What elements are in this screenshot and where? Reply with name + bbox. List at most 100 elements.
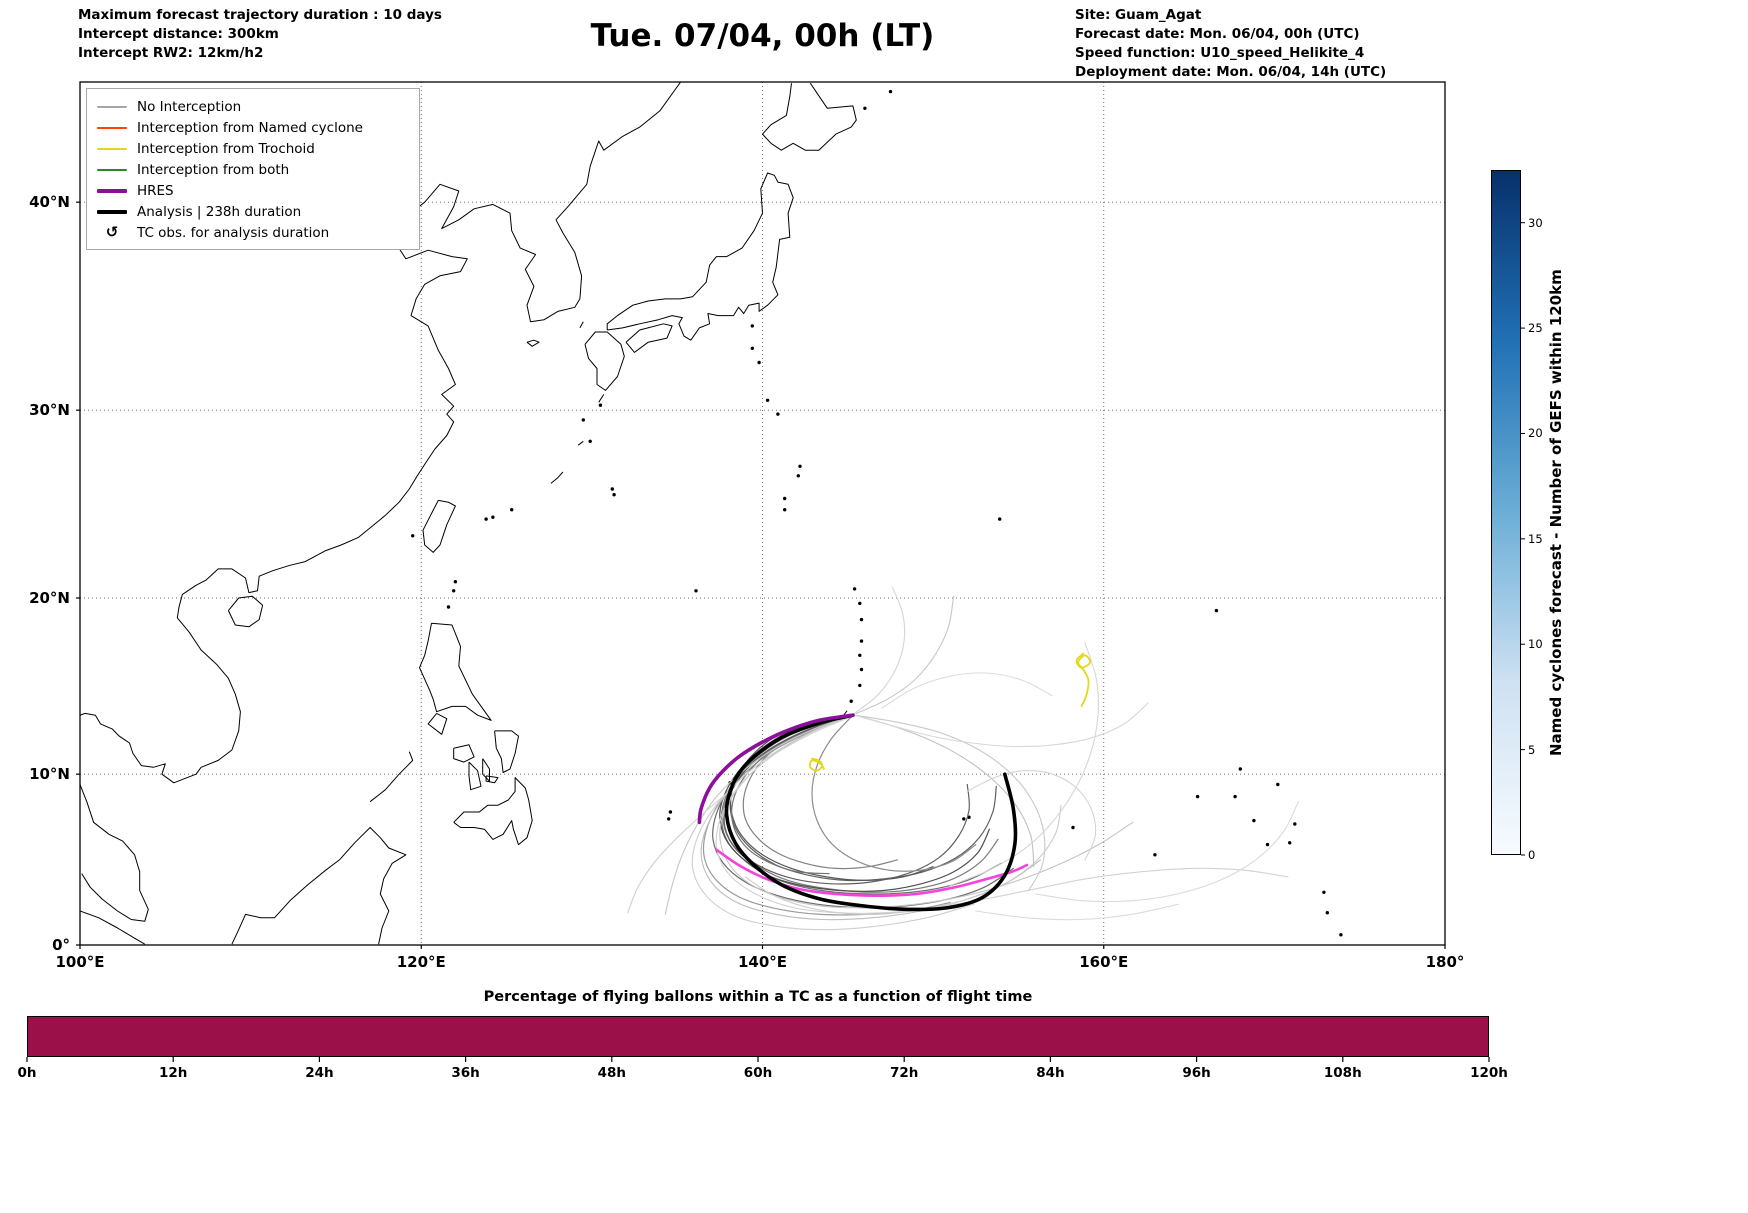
coastline xyxy=(419,622,492,721)
coastline xyxy=(80,82,682,784)
island-dot xyxy=(858,683,862,688)
island-dot xyxy=(798,464,802,468)
island-dot xyxy=(1071,825,1075,830)
intercept-rw2-text: Intercept RW2: 12km/h2 xyxy=(78,45,264,61)
coastline xyxy=(80,784,149,922)
island-dot xyxy=(750,346,754,350)
island-dot xyxy=(510,508,514,512)
trajectory-hres xyxy=(697,713,855,825)
colorbar-tick-label: 30 xyxy=(1528,215,1543,230)
x-tick-label: 100°E xyxy=(55,953,105,971)
island-dot xyxy=(765,398,770,402)
bottom-tick-label: 84h xyxy=(1036,1065,1065,1081)
island-dot xyxy=(859,639,864,643)
island-dot xyxy=(411,534,415,538)
legend-label: Interception from Named cyclone xyxy=(137,119,363,136)
island-dot xyxy=(1288,841,1292,845)
site-text: Site: Guam_Agat xyxy=(1075,7,1202,23)
trajectory-gefs-16 xyxy=(855,595,955,714)
island-dot xyxy=(588,439,592,443)
y-tick-label: 20°N xyxy=(29,588,70,607)
island-dot xyxy=(858,653,862,657)
coastline xyxy=(579,321,584,329)
bottom-chart-title: Percentage of flying ballons within a TC… xyxy=(483,989,1033,1005)
island-dot xyxy=(796,474,800,478)
island-dot xyxy=(757,360,761,365)
colorbar-label: Named cyclones forecast - Number of GEFS… xyxy=(1547,269,1565,756)
island-dot xyxy=(1265,842,1270,847)
island-dot xyxy=(1153,853,1157,857)
island-dot xyxy=(858,601,862,606)
coastline xyxy=(494,730,519,773)
gray-line-sample xyxy=(97,105,127,108)
coastline xyxy=(468,761,482,791)
island-dot xyxy=(484,517,488,521)
trajectory-gefs-13 xyxy=(691,712,975,931)
island-dot xyxy=(1238,767,1243,771)
bottom-tick-label: 0h xyxy=(17,1065,37,1081)
trajectory-gefs-20 xyxy=(854,702,1149,748)
yellow-line-sample xyxy=(97,147,127,150)
legend-item-named-cyclone: Interception from Named cyclone xyxy=(97,117,409,138)
legend-label: Interception from Trochoid xyxy=(137,140,315,157)
coastline xyxy=(227,595,264,628)
island-dot xyxy=(888,89,893,94)
island-dot xyxy=(998,517,1002,521)
bottom-tick-label: 96h xyxy=(1182,1065,1211,1081)
coastline xyxy=(625,323,673,353)
coastline xyxy=(422,499,456,553)
forecast-date-text: Forecast date: Mon. 06/04, 00h (UTC) xyxy=(1075,26,1360,42)
trajectory-gefs-26 xyxy=(881,672,1054,709)
trajectory-gefs-17 xyxy=(854,586,906,714)
coastline xyxy=(577,440,584,446)
legend-item-analysis: Analysis | 238h duration xyxy=(97,201,409,222)
island-dot xyxy=(863,106,867,111)
trajectory-gefs-22 xyxy=(627,794,726,914)
cyclone-symbol-icon: ↺ xyxy=(105,223,119,241)
coastline xyxy=(770,82,857,151)
trajectory-gefs-11 xyxy=(811,714,977,872)
island-dot xyxy=(1325,911,1330,915)
bottom-tick-label: 72h xyxy=(889,1065,919,1081)
trajectory-gefs-19 xyxy=(854,714,1035,868)
black-line-sample xyxy=(97,209,127,214)
island-dot xyxy=(1252,818,1256,823)
island-dot xyxy=(453,580,458,584)
colorbar-tick-label: 10 xyxy=(1528,637,1543,652)
coastline xyxy=(80,910,146,945)
coastline xyxy=(584,331,625,391)
legend-item-hres: HRES xyxy=(97,180,409,201)
trajectory-gefs-25 xyxy=(1034,801,1299,903)
bottom-tick-label: 108h xyxy=(1323,1065,1362,1081)
island-dot xyxy=(776,412,780,416)
bottom-tick-label: 60h xyxy=(743,1065,773,1081)
island-dot xyxy=(852,587,857,591)
island-dot xyxy=(750,324,754,328)
trajectory-trochoid-2 xyxy=(809,757,825,772)
legend-item-trochoid: Interception from Trochoid xyxy=(97,138,409,159)
colorbar-tick-label: 15 xyxy=(1528,531,1543,546)
island-dot xyxy=(610,487,614,491)
colorbar-gradient xyxy=(1491,170,1521,855)
figure-title: Tue. 07/04, 00h (LT) xyxy=(590,18,935,54)
trajectory-gefs-27 xyxy=(949,642,1099,887)
bottom-tick-label: 48h xyxy=(597,1065,626,1081)
annotation-top-left: Maximum forecast trajectory duration : 1… xyxy=(78,6,442,63)
orangered-line-sample xyxy=(97,126,127,129)
bottom-tick-label: 24h xyxy=(305,1065,334,1081)
purple-line-sample xyxy=(97,188,127,193)
colorbar-tick-label: 0 xyxy=(1528,848,1536,862)
island-dot xyxy=(1293,822,1297,826)
coastline xyxy=(427,712,448,735)
coastline xyxy=(369,751,414,803)
x-tick-label: 120°E xyxy=(396,953,446,971)
colorbar-tick-label: 25 xyxy=(1528,321,1543,336)
trajectory-track-magenta xyxy=(715,848,1029,898)
island-dot xyxy=(962,817,966,821)
coastlines xyxy=(80,82,1343,945)
island-dot xyxy=(783,496,787,501)
legend-item-no-interception: No Interception xyxy=(97,96,409,117)
island-dot xyxy=(612,493,616,497)
